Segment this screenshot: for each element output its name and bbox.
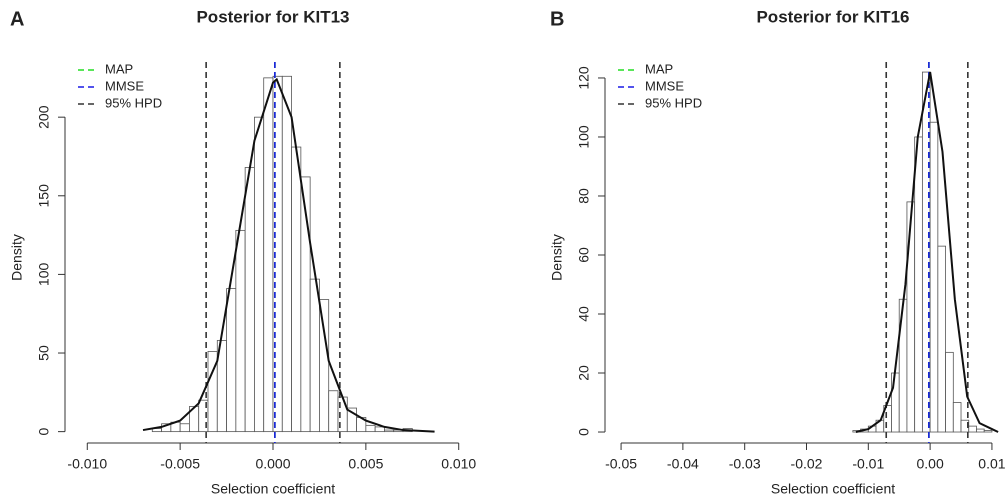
y-tick-label: 200: [36, 105, 52, 129]
histogram-bar: [254, 116, 265, 433]
histogram-bar: [929, 121, 939, 433]
histogram-bar: [291, 146, 302, 433]
y-tick-label: 50: [36, 345, 52, 361]
y-tick-label: 60: [576, 247, 592, 263]
y-tick-label: 80: [576, 188, 592, 204]
x-tick-label: 0.005: [348, 456, 383, 472]
histogram-bar: [952, 402, 962, 433]
x-tick-label: -0.05: [605, 456, 637, 472]
y-tick-label: 0: [36, 428, 52, 436]
histogram-bar: [384, 429, 395, 433]
panel: B Posterior for KIT16 Selection coefficien…: [549, 7, 1006, 496]
y-tick-label: 40: [576, 306, 592, 322]
histogram-bar: [319, 299, 330, 433]
x-tick-label: -0.02: [791, 456, 823, 472]
histogram-bar: [263, 77, 274, 433]
y-axis-label: Density: [9, 234, 25, 281]
histogram-bar: [309, 278, 320, 433]
histogram-bar: [937, 245, 946, 433]
histogram-bar: [179, 423, 190, 433]
x-tick-label: 0.01: [978, 456, 1005, 472]
histogram-bar: [328, 390, 339, 433]
histogram-bar: [945, 351, 954, 433]
x-axis-label: Selection coefficient: [211, 481, 335, 497]
chart-title: Posterior for KIT13: [196, 7, 349, 26]
legend-label: MAP: [105, 61, 133, 76]
histogram-bar: [983, 430, 993, 433]
histogram-bar: [374, 426, 385, 433]
histogram-bar: [968, 425, 977, 433]
histogram-bar: [235, 229, 246, 433]
x-tick-label: 0.00: [916, 456, 943, 472]
x-tick-label: -0.03: [729, 456, 761, 472]
density-curve: [855, 71, 999, 433]
legend-label: MMSE: [645, 78, 684, 93]
y-axis-label: Density: [549, 234, 565, 281]
x-tick-label: -0.010: [67, 456, 107, 472]
panel-label: B: [550, 8, 564, 30]
histogram-bar: [226, 288, 237, 433]
legend-label: 95% HPD: [105, 95, 162, 110]
x-axis-label: Selection coefficient: [771, 481, 895, 497]
panel: A Posterior for KIT13 Selection coefficien…: [9, 7, 477, 496]
y-tick-label: 0: [576, 428, 592, 436]
histogram-bar: [906, 201, 916, 433]
x-tick-label: -0.04: [667, 456, 699, 472]
x-tick-label: 0.010: [441, 456, 476, 472]
y-tick-label: 100: [576, 125, 592, 149]
histogram-bar: [281, 75, 292, 433]
panel-label: A: [10, 8, 24, 30]
y-tick-label: 20: [576, 365, 592, 381]
histogram-bar: [914, 136, 923, 433]
x-tick-label: -0.005: [160, 456, 200, 472]
histogram-bar: [976, 428, 985, 433]
density-curve: [142, 77, 435, 433]
chart-title: Posterior for KIT16: [756, 7, 909, 26]
x-tick-label: 0.000: [255, 456, 290, 472]
y-tick-label: 120: [576, 66, 592, 90]
histogram-bar: [365, 424, 376, 433]
legend-label: MAP: [645, 61, 673, 76]
y-tick-label: 100: [36, 263, 52, 287]
histogram-bar: [891, 372, 900, 433]
x-tick-label: -0.01: [852, 456, 884, 472]
histogram-bar: [244, 167, 255, 433]
y-tick-label: 150: [36, 184, 52, 208]
legend-label: MMSE: [105, 78, 144, 93]
legend-label: 95% HPD: [645, 95, 702, 110]
